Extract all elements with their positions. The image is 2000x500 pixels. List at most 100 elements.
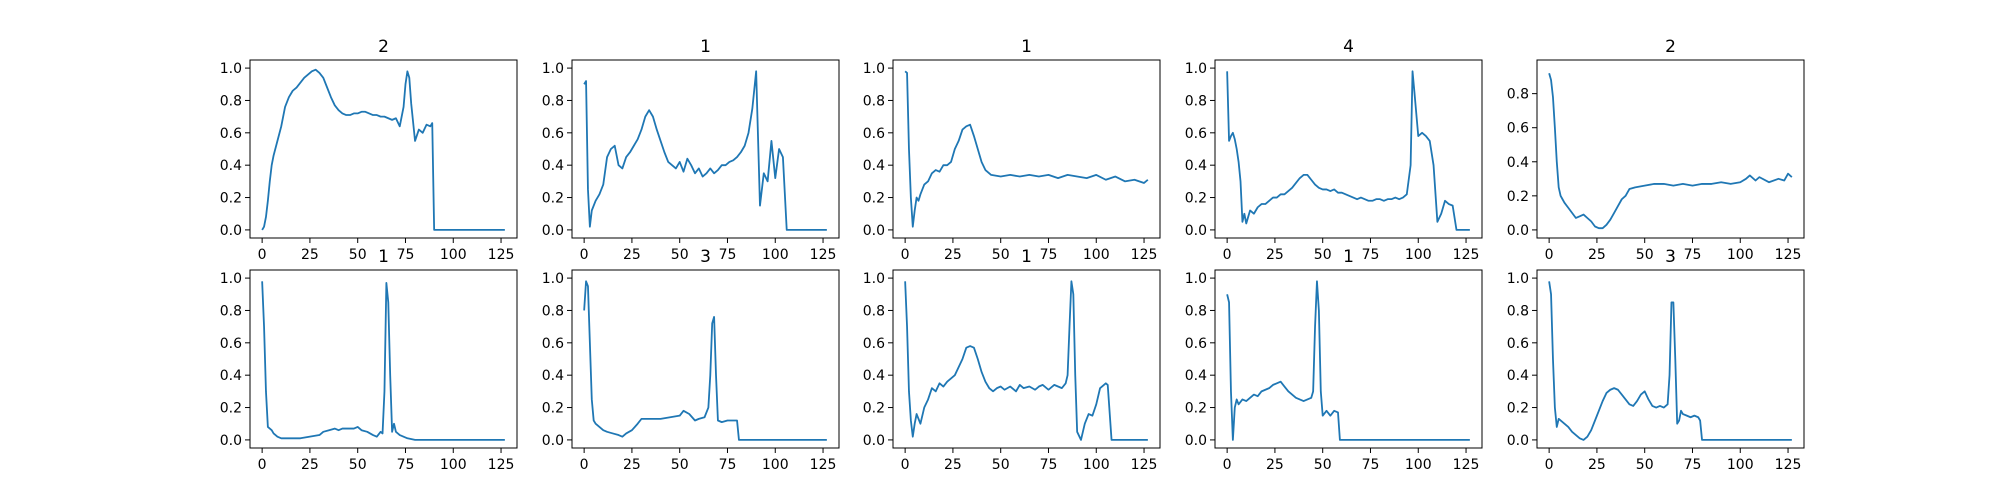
x-tick-label: 100 — [1083, 247, 1110, 263]
x-tick-label: 125 — [1453, 247, 1480, 263]
x-tick-label: 0 — [1223, 247, 1232, 263]
y-tick-label: 0.2 — [1185, 401, 1207, 417]
y-tick-label: 0.8 — [1507, 87, 1529, 103]
x-tick-label: 0 — [901, 457, 910, 473]
y-tick-label: 0.2 — [220, 191, 242, 207]
axes-frame — [1214, 59, 1483, 239]
series-line — [1548, 281, 1792, 441]
axes-frame — [892, 59, 1161, 239]
y-tick-label: 1.0 — [220, 271, 242, 287]
y-tick-label: 0.6 — [1507, 121, 1529, 137]
y-tick-label: 0.6 — [542, 126, 564, 142]
y-tick-label: 0.2 — [542, 401, 564, 417]
x-tick-label: 50 — [1636, 247, 1654, 263]
subplot-8: 1 0 25 50 75 100 125 0.0 0.2 0.4 0.6 0.8 1.0 — [863, 247, 1161, 473]
y-tick-label: 0.4 — [1507, 155, 1529, 171]
y-tick-label: 0.2 — [1507, 189, 1529, 205]
y-tick-label: 1.0 — [1185, 271, 1207, 287]
x-tick-label: 75 — [1040, 457, 1058, 473]
y-tick-label: 0.0 — [1507, 433, 1529, 449]
axes-frame — [571, 269, 840, 449]
y-tick-label: 0.2 — [1185, 191, 1207, 207]
y-tick-label: 0.0 — [220, 433, 242, 449]
x-tick-label: 75 — [719, 247, 737, 263]
y-tick-label: 0.0 — [863, 433, 885, 449]
y-tick-label: 0.4 — [220, 158, 242, 174]
subplot-6: 1 0 25 50 75 100 125 0.0 0.2 0.4 0.6 0.8 1.0 — [220, 247, 518, 473]
y-tick-label: 1.0 — [863, 271, 885, 287]
x-tick-label: 100 — [1083, 457, 1110, 473]
x-tick-label: 25 — [944, 247, 962, 263]
axes-frame — [249, 269, 518, 449]
y-tick-label: 0.8 — [220, 93, 242, 109]
subplot-title: 4 — [1343, 37, 1354, 57]
y-tick-label: 0.4 — [863, 368, 885, 384]
x-tick-label: 75 — [1684, 457, 1702, 473]
x-tick-label: 50 — [1314, 457, 1332, 473]
y-tick-label: 0.6 — [220, 126, 242, 142]
subplot-3: 1 0 25 50 75 100 125 0.0 0.2 0.4 0.6 0.8 1.0 — [863, 37, 1161, 263]
axes-frame — [1536, 59, 1805, 239]
x-tick-label: 50 — [671, 247, 689, 263]
y-tick-label: 0.2 — [1507, 401, 1529, 417]
y-tick-label: 0.0 — [1185, 433, 1207, 449]
x-tick-label: 25 — [301, 457, 319, 473]
y-tick-label: 0.0 — [1507, 223, 1529, 239]
series-line — [1226, 280, 1470, 441]
x-tick-label: 50 — [671, 457, 689, 473]
subplot-title: 2 — [378, 37, 389, 57]
series-line — [904, 280, 1148, 441]
y-tick-label: 0.6 — [863, 336, 885, 352]
y-tick-label: 0.2 — [542, 191, 564, 207]
y-tick-label: 1.0 — [1507, 271, 1529, 287]
x-tick-label: 75 — [397, 247, 415, 263]
subplot-title: 1 — [1021, 37, 1032, 57]
series-line — [261, 281, 505, 441]
y-tick-label: 0.4 — [863, 158, 885, 174]
subplot-title: 1 — [1021, 247, 1032, 267]
x-tick-label: 0 — [258, 457, 267, 473]
y-tick-label: 0.2 — [863, 191, 885, 207]
x-tick-label: 0 — [258, 247, 267, 263]
x-tick-label: 75 — [1362, 247, 1380, 263]
y-tick-label: 0.0 — [863, 223, 885, 239]
x-tick-label: 50 — [1314, 247, 1332, 263]
axes-frame — [571, 59, 840, 239]
x-tick-label: 50 — [992, 247, 1010, 263]
series-line — [1548, 72, 1793, 230]
x-tick-label: 0 — [580, 457, 589, 473]
x-tick-label: 25 — [944, 457, 962, 473]
x-tick-label: 100 — [1727, 247, 1754, 263]
subplot-title: 3 — [1665, 247, 1676, 267]
x-tick-label: 50 — [349, 247, 367, 263]
y-tick-label: 0.0 — [542, 433, 564, 449]
subplot-4: 4 0 25 50 75 100 125 0.0 0.2 0.4 0.6 0.8 1.0 — [1185, 37, 1483, 263]
x-tick-label: 25 — [1266, 457, 1284, 473]
y-tick-label: 0.0 — [220, 223, 242, 239]
x-tick-label: 100 — [1405, 247, 1432, 263]
x-tick-label: 100 — [762, 457, 789, 473]
x-tick-label: 25 — [1588, 247, 1606, 263]
y-tick-label: 0.4 — [542, 158, 564, 174]
axes-frame — [1214, 269, 1483, 449]
x-tick-label: 100 — [1405, 457, 1432, 473]
series-line — [583, 280, 827, 441]
y-tick-label: 0.8 — [542, 93, 564, 109]
x-tick-label: 100 — [762, 247, 789, 263]
x-tick-label: 125 — [488, 457, 515, 473]
x-tick-label: 75 — [1684, 247, 1702, 263]
subplot-title: 2 — [1665, 37, 1676, 57]
axes-frame — [1536, 269, 1805, 449]
x-tick-label: 125 — [1775, 457, 1802, 473]
x-tick-label: 100 — [1727, 457, 1754, 473]
subplot-title: 1 — [1343, 247, 1354, 267]
x-tick-label: 25 — [301, 247, 319, 263]
y-tick-label: 1.0 — [542, 271, 564, 287]
x-tick-label: 0 — [1545, 247, 1554, 263]
x-tick-label: 125 — [810, 247, 837, 263]
x-tick-label: 25 — [1266, 247, 1284, 263]
x-tick-label: 0 — [1223, 457, 1232, 473]
x-tick-label: 75 — [1040, 247, 1058, 263]
series-line — [904, 70, 1149, 228]
